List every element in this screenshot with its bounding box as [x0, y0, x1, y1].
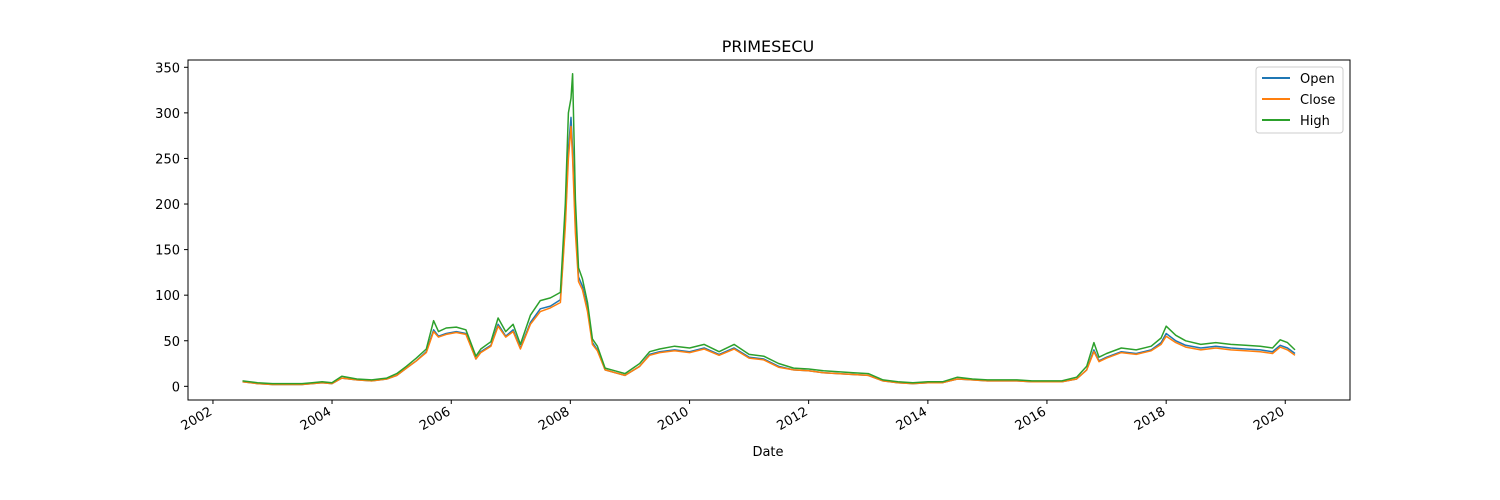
legend-label-close: Close — [1300, 93, 1335, 108]
y-tick-label: 250 — [155, 152, 180, 167]
series-line-close — [242, 125, 1296, 386]
series-line-high — [242, 72, 1296, 385]
legend-label-open: Open — [1300, 72, 1335, 87]
y-tick-label: 50 — [163, 335, 180, 350]
y-axis: 0 50 100 150 200 250 300 350 — [155, 61, 188, 395]
y-tick-label: 150 — [155, 244, 180, 259]
y-tick-label: 200 — [155, 198, 180, 213]
chart-title: PRIMESECU — [722, 37, 815, 56]
x-axis-label: Date — [752, 445, 783, 460]
axes-frame — [187, 59, 1351, 401]
y-tick-label: 350 — [155, 61, 180, 76]
legend-box — [1255, 66, 1344, 134]
series-layer — [242, 72, 1296, 386]
y-tick-label: 100 — [155, 289, 180, 304]
plot-area — [187, 59, 1351, 401]
legend-label-high: High — [1300, 114, 1330, 129]
legend: Open Close High — [1255, 66, 1344, 134]
y-tick-label: 300 — [155, 107, 180, 122]
y-tick-label: 0 — [172, 380, 180, 395]
